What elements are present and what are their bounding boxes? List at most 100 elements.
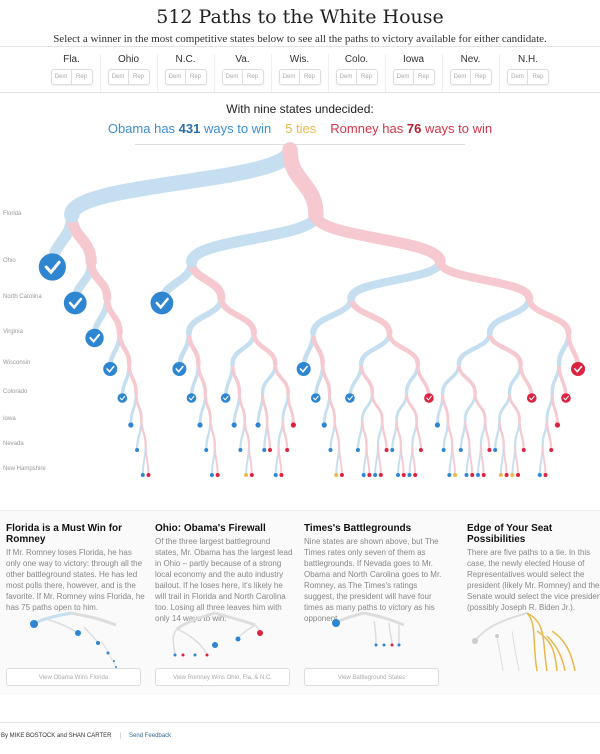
branch[interactable]	[260, 362, 278, 395]
view-button-2[interactable]: View Battleground States	[304, 668, 439, 686]
branch[interactable]	[395, 391, 409, 422]
branch[interactable]	[320, 362, 332, 395]
branch[interactable]	[243, 418, 251, 447]
branch[interactable]	[415, 418, 423, 452]
mini-tree-1[interactable]	[155, 611, 285, 681]
branch[interactable]	[468, 444, 474, 476]
branch[interactable]	[508, 391, 521, 422]
dem-button[interactable]: Dem	[223, 70, 243, 84]
branch[interactable]	[404, 362, 420, 395]
branch[interactable]	[441, 391, 450, 422]
branch[interactable]	[518, 362, 534, 400]
branch[interactable]	[347, 257, 445, 303]
rep-button[interactable]: Rep	[417, 74, 429, 80]
branch[interactable]	[238, 391, 247, 422]
rep-button[interactable]: Rep	[303, 74, 315, 80]
dem-button[interactable]: Dem	[337, 70, 357, 84]
branch[interactable]	[87, 257, 112, 303]
branch[interactable]	[186, 330, 201, 367]
branch[interactable]	[230, 362, 242, 395]
dem-button[interactable]: Dem	[52, 70, 72, 84]
branch[interactable]	[436, 257, 534, 303]
branch[interactable]	[498, 391, 511, 422]
branch[interactable]	[64, 142, 298, 223]
branch[interactable]	[411, 444, 417, 476]
branch[interactable]	[281, 418, 289, 452]
branch[interactable]	[541, 444, 547, 476]
rep-button[interactable]: Rep	[532, 74, 544, 80]
branch[interactable]	[387, 330, 421, 367]
branch[interactable]	[381, 418, 388, 452]
branch[interactable]	[187, 257, 226, 303]
branch[interactable]	[358, 330, 392, 367]
branch[interactable]	[117, 330, 132, 367]
branch[interactable]	[261, 391, 269, 422]
branch[interactable]	[265, 418, 272, 452]
branch[interactable]	[104, 294, 123, 337]
branch[interactable]	[360, 391, 374, 422]
branch[interactable]	[526, 294, 572, 337]
branch[interactable]	[545, 418, 553, 452]
branch[interactable]	[457, 362, 477, 395]
branch[interactable]	[328, 391, 337, 422]
branch[interactable]	[218, 294, 257, 337]
rep-button[interactable]: Rep	[75, 74, 87, 80]
rep-button[interactable]: Rep	[360, 74, 372, 80]
view-button-1[interactable]: View Romney Wins Ohio, Fla. & N.C.	[155, 668, 290, 686]
branch[interactable]	[213, 444, 219, 476]
branch[interactable]	[365, 444, 371, 476]
rep-button[interactable]: Rep	[246, 74, 258, 80]
branch[interactable]	[451, 444, 457, 476]
branch[interactable]	[415, 362, 431, 400]
branch[interactable]	[277, 444, 283, 476]
branch[interactable]	[405, 391, 419, 422]
branch[interactable]	[370, 391, 384, 422]
send-feedback-link[interactable]: Send Feedback	[129, 733, 172, 739]
branch[interactable]	[140, 418, 147, 447]
branch[interactable]	[514, 444, 519, 476]
branch[interactable]	[134, 391, 143, 422]
dem-button[interactable]: Dem	[166, 70, 186, 84]
rep-button[interactable]: Rep	[132, 74, 144, 80]
branch[interactable]	[446, 418, 454, 447]
paths-tree[interactable]	[0, 0, 600, 510]
mini-tree-3[interactable]	[467, 611, 597, 681]
branch[interactable]	[487, 330, 523, 367]
mini-tree-2[interactable]	[304, 611, 434, 681]
branch[interactable]	[473, 391, 487, 422]
branch[interactable]	[359, 362, 375, 395]
branch[interactable]	[209, 418, 216, 447]
branch[interactable]	[463, 391, 477, 422]
rep-button[interactable]: Rep	[474, 74, 486, 80]
branch[interactable]	[185, 294, 225, 337]
branch[interactable]	[483, 418, 491, 452]
branch[interactable]	[377, 444, 382, 476]
branch[interactable]	[498, 418, 505, 447]
branch[interactable]	[248, 444, 253, 476]
branch[interactable]	[507, 362, 523, 395]
branch[interactable]	[144, 444, 150, 476]
branch[interactable]	[273, 362, 290, 395]
branch[interactable]	[310, 209, 446, 268]
branch[interactable]	[348, 294, 393, 337]
view-button-0[interactable]: View Obama Wins Florida	[6, 668, 141, 686]
branch[interactable]	[282, 142, 324, 223]
branch[interactable]	[395, 418, 403, 447]
branch[interactable]	[203, 391, 212, 422]
branch[interactable]	[361, 418, 368, 447]
branch[interactable]	[399, 444, 405, 476]
branch[interactable]	[518, 418, 525, 452]
dem-button[interactable]: Dem	[280, 70, 300, 84]
dem-button[interactable]: Dem	[109, 70, 129, 84]
mini-tree-0[interactable]	[6, 611, 136, 681]
branch[interactable]	[251, 330, 278, 367]
branch[interactable]	[463, 418, 471, 447]
branch[interactable]	[502, 444, 508, 476]
branch[interactable]	[286, 391, 295, 427]
branch[interactable]	[479, 444, 485, 476]
branch[interactable]	[333, 418, 341, 447]
rep-button[interactable]: Rep	[189, 74, 201, 80]
branch[interactable]	[348, 362, 363, 400]
branch[interactable]	[557, 362, 568, 400]
branch[interactable]	[196, 362, 208, 395]
